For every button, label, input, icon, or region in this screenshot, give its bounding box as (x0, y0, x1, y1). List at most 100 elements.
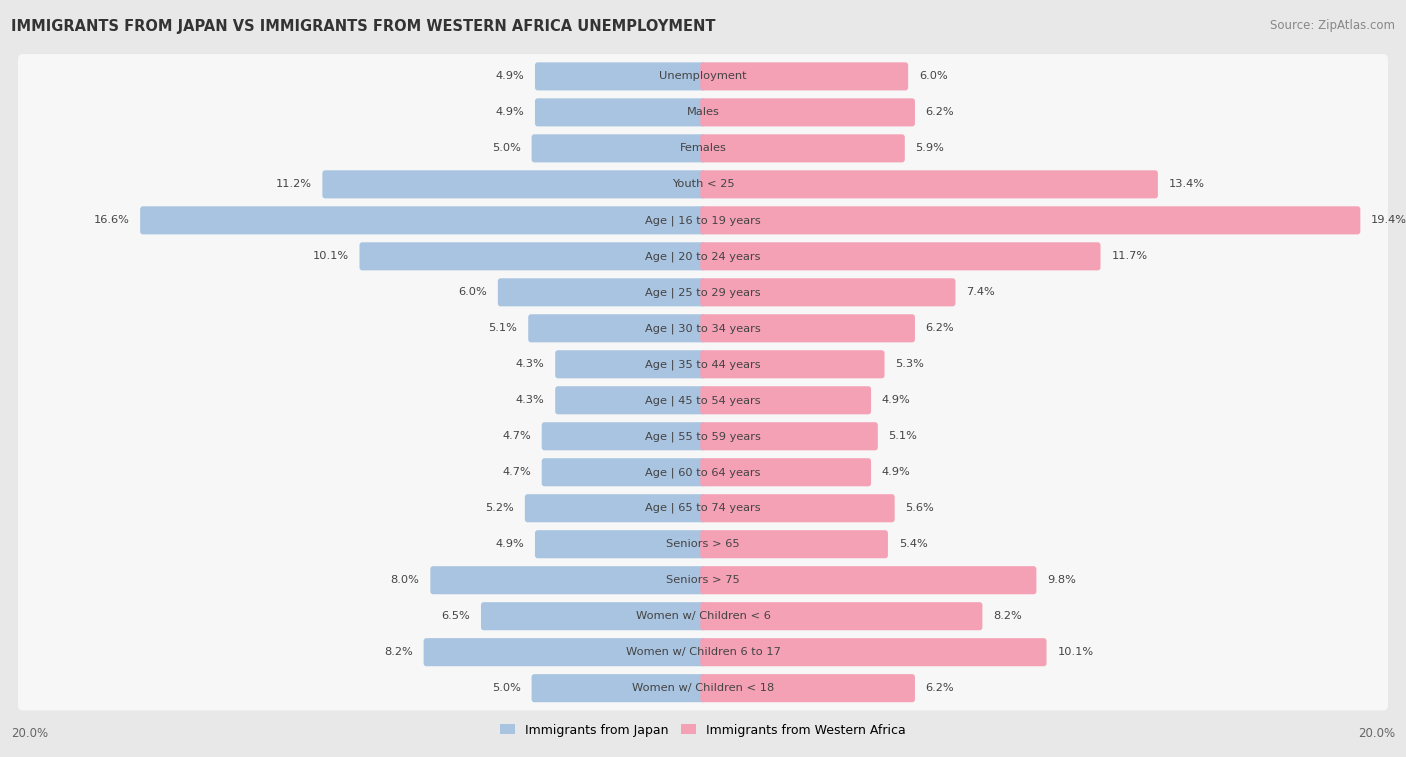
Text: 13.4%: 13.4% (1168, 179, 1205, 189)
FancyBboxPatch shape (423, 638, 706, 666)
Text: Seniors > 65: Seniors > 65 (666, 539, 740, 550)
FancyBboxPatch shape (700, 674, 915, 702)
Text: Seniors > 75: Seniors > 75 (666, 575, 740, 585)
Text: 7.4%: 7.4% (966, 288, 995, 298)
Text: 4.9%: 4.9% (882, 395, 911, 405)
Text: 20.0%: 20.0% (11, 727, 48, 740)
FancyBboxPatch shape (700, 422, 877, 450)
Text: IMMIGRANTS FROM JAPAN VS IMMIGRANTS FROM WESTERN AFRICA UNEMPLOYMENT: IMMIGRANTS FROM JAPAN VS IMMIGRANTS FROM… (11, 19, 716, 34)
Text: Youth < 25: Youth < 25 (672, 179, 734, 189)
FancyBboxPatch shape (18, 522, 1388, 566)
Text: Women w/ Children < 18: Women w/ Children < 18 (631, 683, 775, 693)
Text: 6.2%: 6.2% (925, 107, 955, 117)
FancyBboxPatch shape (700, 638, 1046, 666)
FancyBboxPatch shape (700, 314, 915, 342)
Text: 16.6%: 16.6% (93, 215, 129, 226)
Text: 6.0%: 6.0% (920, 71, 948, 82)
FancyBboxPatch shape (360, 242, 706, 270)
Text: 4.9%: 4.9% (495, 107, 524, 117)
FancyBboxPatch shape (18, 126, 1388, 170)
Text: Age | 30 to 34 years: Age | 30 to 34 years (645, 323, 761, 334)
FancyBboxPatch shape (700, 279, 956, 307)
Text: 8.2%: 8.2% (384, 647, 413, 657)
FancyBboxPatch shape (534, 530, 706, 558)
FancyBboxPatch shape (700, 350, 884, 378)
FancyBboxPatch shape (700, 170, 1159, 198)
Text: 20.0%: 20.0% (1358, 727, 1395, 740)
FancyBboxPatch shape (18, 594, 1388, 638)
FancyBboxPatch shape (700, 98, 915, 126)
FancyBboxPatch shape (18, 54, 1388, 98)
Text: 5.0%: 5.0% (492, 143, 520, 154)
FancyBboxPatch shape (700, 207, 1361, 235)
Text: 6.2%: 6.2% (925, 323, 955, 333)
Text: 11.2%: 11.2% (276, 179, 312, 189)
FancyBboxPatch shape (18, 306, 1388, 350)
FancyBboxPatch shape (534, 98, 706, 126)
FancyBboxPatch shape (18, 162, 1388, 207)
Text: 5.6%: 5.6% (905, 503, 934, 513)
FancyBboxPatch shape (18, 198, 1388, 243)
FancyBboxPatch shape (534, 62, 706, 90)
Text: Women w/ Children 6 to 17: Women w/ Children 6 to 17 (626, 647, 780, 657)
Text: Age | 20 to 24 years: Age | 20 to 24 years (645, 251, 761, 262)
Text: 6.5%: 6.5% (441, 611, 470, 621)
Text: 5.1%: 5.1% (488, 323, 517, 333)
FancyBboxPatch shape (18, 90, 1388, 135)
Text: 9.8%: 9.8% (1047, 575, 1076, 585)
FancyBboxPatch shape (18, 486, 1388, 531)
FancyBboxPatch shape (18, 270, 1388, 315)
Text: Age | 35 to 44 years: Age | 35 to 44 years (645, 359, 761, 369)
Text: Age | 25 to 29 years: Age | 25 to 29 years (645, 287, 761, 298)
FancyBboxPatch shape (541, 422, 706, 450)
Text: 19.4%: 19.4% (1371, 215, 1406, 226)
Text: 5.0%: 5.0% (492, 683, 520, 693)
FancyBboxPatch shape (18, 414, 1388, 459)
FancyBboxPatch shape (18, 342, 1388, 387)
FancyBboxPatch shape (700, 242, 1101, 270)
Text: Age | 16 to 19 years: Age | 16 to 19 years (645, 215, 761, 226)
Text: 10.1%: 10.1% (312, 251, 349, 261)
Text: 8.0%: 8.0% (391, 575, 419, 585)
Text: 4.7%: 4.7% (502, 431, 531, 441)
FancyBboxPatch shape (555, 386, 706, 414)
FancyBboxPatch shape (18, 558, 1388, 603)
FancyBboxPatch shape (700, 62, 908, 90)
Text: Source: ZipAtlas.com: Source: ZipAtlas.com (1270, 19, 1395, 32)
FancyBboxPatch shape (524, 494, 706, 522)
Text: 8.2%: 8.2% (993, 611, 1022, 621)
Text: Age | 55 to 59 years: Age | 55 to 59 years (645, 431, 761, 441)
Text: 4.3%: 4.3% (516, 360, 544, 369)
FancyBboxPatch shape (498, 279, 706, 307)
FancyBboxPatch shape (541, 458, 706, 486)
FancyBboxPatch shape (18, 234, 1388, 279)
FancyBboxPatch shape (18, 666, 1388, 711)
Text: 11.7%: 11.7% (1111, 251, 1147, 261)
Text: 5.9%: 5.9% (915, 143, 945, 154)
Text: 4.3%: 4.3% (516, 395, 544, 405)
FancyBboxPatch shape (700, 566, 1036, 594)
Text: 4.9%: 4.9% (495, 71, 524, 82)
Text: 5.1%: 5.1% (889, 431, 918, 441)
Text: 4.9%: 4.9% (882, 467, 911, 477)
Legend: Immigrants from Japan, Immigrants from Western Africa: Immigrants from Japan, Immigrants from W… (495, 718, 911, 742)
FancyBboxPatch shape (531, 674, 706, 702)
FancyBboxPatch shape (555, 350, 706, 378)
FancyBboxPatch shape (700, 602, 983, 631)
Text: Women w/ Children < 6: Women w/ Children < 6 (636, 611, 770, 621)
FancyBboxPatch shape (700, 494, 894, 522)
Text: Females: Females (679, 143, 727, 154)
Text: Males: Males (686, 107, 720, 117)
Text: Unemployment: Unemployment (659, 71, 747, 82)
FancyBboxPatch shape (18, 378, 1388, 422)
FancyBboxPatch shape (430, 566, 706, 594)
Text: 5.3%: 5.3% (896, 360, 924, 369)
FancyBboxPatch shape (700, 386, 872, 414)
Text: Age | 60 to 64 years: Age | 60 to 64 years (645, 467, 761, 478)
FancyBboxPatch shape (529, 314, 706, 342)
Text: 6.2%: 6.2% (925, 683, 955, 693)
Text: Age | 45 to 54 years: Age | 45 to 54 years (645, 395, 761, 406)
Text: 4.9%: 4.9% (495, 539, 524, 550)
Text: 6.0%: 6.0% (458, 288, 486, 298)
FancyBboxPatch shape (141, 207, 706, 235)
